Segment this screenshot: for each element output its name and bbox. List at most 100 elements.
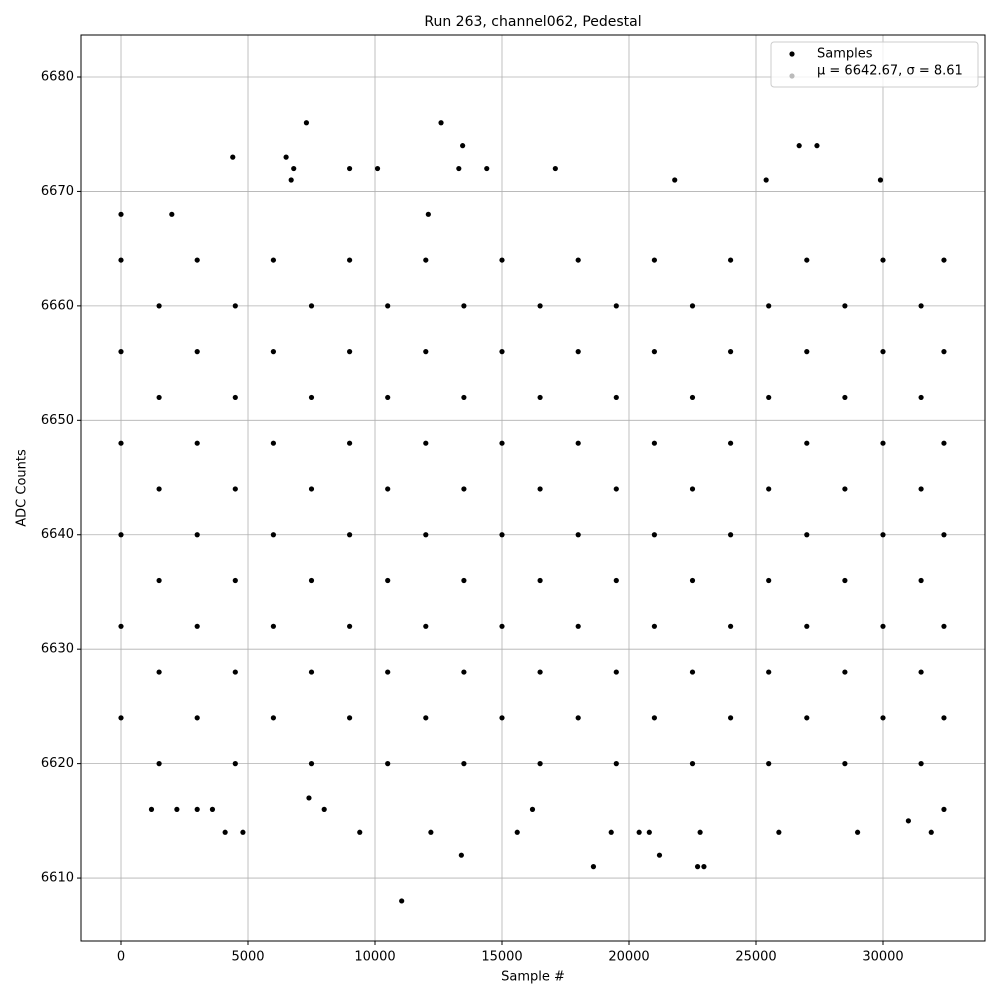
point	[347, 532, 353, 538]
point	[240, 829, 246, 835]
point	[766, 577, 772, 584]
point	[156, 303, 162, 309]
point	[575, 440, 581, 446]
point	[689, 394, 696, 401]
point	[796, 143, 802, 149]
point	[385, 577, 391, 584]
point	[194, 715, 200, 721]
point	[232, 669, 238, 675]
point	[232, 486, 238, 492]
point	[804, 257, 810, 263]
point	[941, 257, 947, 263]
point	[880, 623, 886, 629]
point	[460, 143, 466, 149]
point	[689, 303, 696, 309]
point	[656, 852, 663, 858]
point	[156, 486, 162, 492]
point	[537, 577, 543, 584]
point	[209, 806, 216, 812]
point	[804, 349, 810, 355]
point	[727, 440, 734, 446]
point	[804, 623, 810, 629]
point	[694, 864, 701, 870]
point	[776, 829, 782, 835]
point	[118, 440, 124, 446]
point	[232, 761, 238, 767]
point	[514, 829, 520, 835]
legend-box	[770, 41, 979, 88]
point	[347, 623, 353, 629]
point	[118, 715, 124, 721]
point	[438, 120, 444, 126]
point	[877, 177, 884, 183]
point	[941, 623, 947, 629]
point	[918, 577, 924, 584]
legend-label: Samples	[817, 47, 873, 62]
point	[347, 349, 353, 355]
chart-title: Run 263, channel062, Pedestal	[424, 14, 641, 30]
point	[575, 349, 581, 355]
point	[918, 486, 924, 492]
point	[156, 761, 162, 767]
point	[118, 623, 124, 629]
point	[575, 532, 581, 538]
point	[941, 806, 947, 812]
point	[232, 577, 238, 584]
point	[308, 669, 315, 675]
point	[537, 394, 543, 401]
point	[385, 761, 391, 767]
point	[156, 394, 162, 401]
point	[727, 257, 734, 263]
point	[854, 829, 861, 835]
y-tick-label: 6640	[41, 527, 74, 542]
point	[727, 349, 734, 355]
point	[842, 577, 848, 584]
x-tick-label: 5000	[231, 950, 264, 965]
point	[941, 440, 947, 446]
point	[941, 349, 947, 355]
point	[575, 715, 581, 721]
point	[537, 669, 543, 675]
x-tick-label: 10000	[354, 950, 395, 965]
y-tick-label: 6670	[41, 184, 74, 199]
point	[232, 303, 238, 309]
point	[461, 303, 467, 309]
point	[842, 669, 848, 675]
point	[689, 486, 696, 492]
point	[499, 257, 505, 263]
point	[347, 257, 353, 263]
point	[428, 829, 434, 835]
point	[918, 669, 924, 675]
point	[385, 669, 391, 675]
grid-layer	[81, 35, 985, 941]
point	[385, 303, 391, 309]
point	[880, 532, 886, 538]
point	[727, 623, 734, 629]
point	[148, 806, 155, 812]
point	[766, 486, 772, 492]
point	[613, 761, 619, 767]
point	[613, 303, 619, 309]
point	[118, 349, 124, 355]
point	[308, 486, 315, 492]
point	[727, 532, 734, 538]
point	[608, 829, 614, 835]
point	[880, 257, 886, 263]
point	[423, 623, 429, 629]
point	[118, 532, 124, 538]
legend-note: μ = 6642.67, σ = 8.61	[817, 64, 963, 79]
point	[590, 864, 597, 870]
point	[156, 669, 162, 675]
point	[613, 669, 619, 675]
point	[804, 715, 810, 721]
point	[928, 829, 934, 835]
point	[613, 394, 619, 401]
point	[194, 349, 200, 355]
point	[880, 715, 886, 721]
point	[651, 440, 657, 446]
point	[270, 623, 277, 629]
point	[270, 532, 277, 538]
point	[537, 486, 543, 492]
point	[905, 818, 911, 824]
